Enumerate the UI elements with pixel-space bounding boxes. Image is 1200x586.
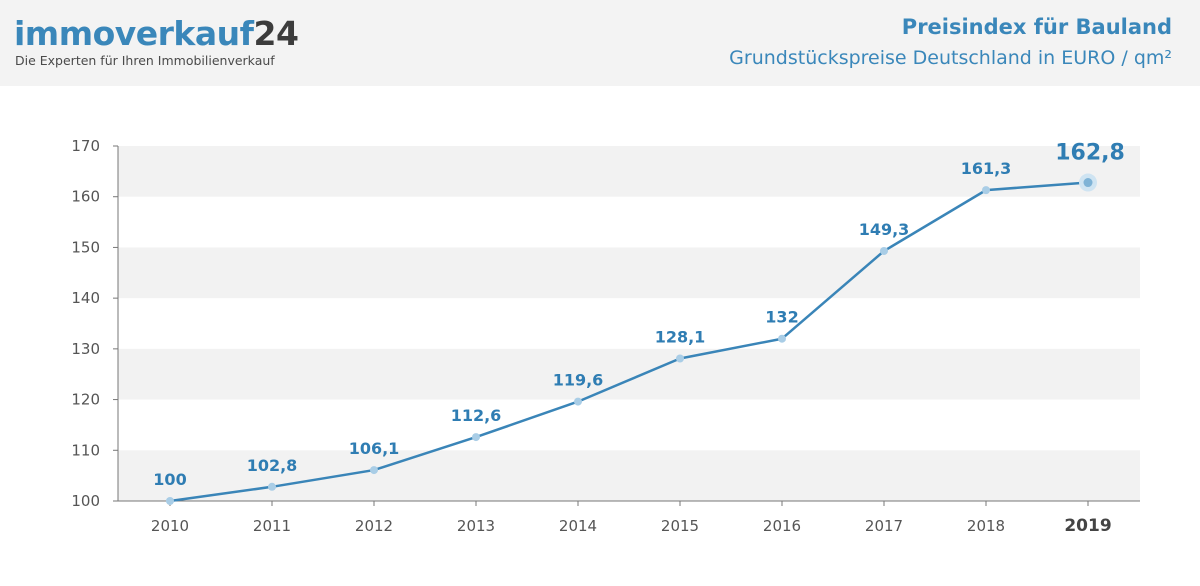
data-label: 149,3 [859,220,910,239]
data-label: 106,1 [349,439,400,458]
data-point [472,433,480,442]
data-points [166,173,1097,505]
data-point [676,354,684,363]
data-label: 119,6 [553,371,604,390]
axes [117,146,1140,502]
data-point [370,466,378,475]
grid-band [118,247,1140,299]
data-label: 102,8 [247,456,298,475]
x-tick-label: 2019 [1064,516,1111,536]
chart-title: Preisindex für Bauland [901,15,1172,39]
y-tick-label: 150 [71,238,100,256]
x-tick-label: 2011 [253,517,291,535]
data-point [268,482,276,491]
data-point [574,397,582,406]
tagline: Die Experten für Ihren Immobilienverkauf [15,53,275,68]
data-label: 100 [153,470,186,489]
data-label: 128,1 [655,327,706,346]
x-tick-label: 2017 [865,517,903,535]
y-tick-label: 120 [71,391,100,409]
data-label: 132 [765,308,798,327]
series-line [169,181,1089,503]
x-tick-label: 2018 [967,517,1005,535]
logo-text-number: 24 [253,14,299,53]
y-axis-ticks: 100 110 120 130 140 150 160 170 [71,137,118,510]
y-tick-label: 110 [71,441,100,459]
data-point [166,497,174,505]
x-tick-label: 2013 [457,517,495,535]
y-tick-label: 100 [71,492,100,510]
data-point [880,246,888,255]
logo-text-main: immoverkauf [14,14,254,53]
x-tick-label: 2010 [151,517,189,535]
data-point [1083,178,1093,188]
grid-band [118,146,1140,197]
x-tick-label: 2016 [763,517,801,535]
data-labels: 100 102,8 106,1 112,6 119,6 128,1 132 149,3 161,… [153,141,1125,489]
data-label: 161,3 [961,159,1012,178]
chart-subtitle: Grundstückspreise Deutschland in EURO / … [729,47,1172,69]
data-label: 112,6 [451,406,502,425]
logo[interactable]: immoverkauf24 [14,14,299,54]
header: immoverkauf24 Die Experten für Ihren Imm… [0,0,1200,86]
grid-bands [118,146,1140,501]
grid-band [118,348,1140,400]
x-tick-label: 2014 [559,517,597,535]
y-tick-label: 130 [71,340,100,358]
y-tick-label: 140 [71,289,100,307]
y-tick-label: 160 [71,188,100,206]
data-point [778,334,786,343]
grid-band [118,450,1140,501]
data-point [982,186,990,195]
x-tick-label: 2015 [661,517,699,535]
data-label: 162,8 [1055,141,1125,166]
y-tick-label: 170 [71,137,100,155]
x-axis-ticks: 2010 2011 2012 2013 2014 2015 2016 2017 2018 2019 [151,501,1112,536]
x-tick-label: 2012 [355,517,393,535]
series-path [169,181,1089,503]
